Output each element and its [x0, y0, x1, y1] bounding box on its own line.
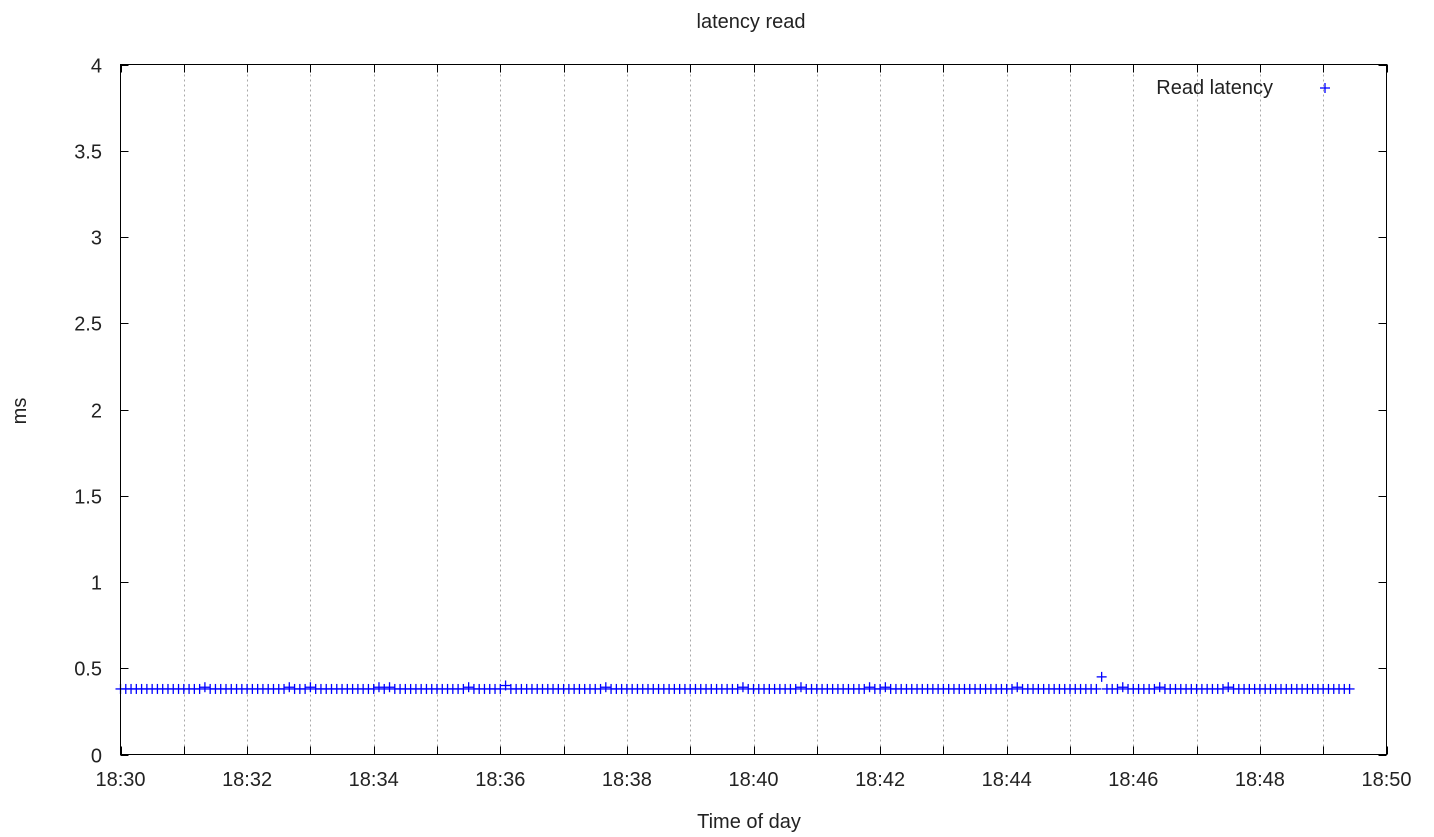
data-point	[790, 683, 801, 694]
data-point	[1006, 683, 1017, 694]
x-tick-label: 18:48	[1235, 769, 1285, 791]
y-tick-label: 1	[91, 573, 102, 595]
data-point	[1154, 682, 1165, 693]
y-tick-label: 4	[91, 56, 102, 78]
data-point	[284, 682, 295, 693]
data-point	[1217, 683, 1228, 694]
data-point	[1117, 682, 1128, 693]
data-point	[463, 682, 474, 693]
data-point	[595, 683, 606, 694]
data-point	[795, 682, 806, 693]
x-tick-label: 18:34	[349, 769, 399, 791]
data-point	[279, 683, 290, 694]
x-tick-labels: 18:30 18:32 18:34 18:36 18:38 18:40 18:42 18:44…	[95, 769, 1411, 791]
data-point	[384, 682, 395, 693]
y-tick-label: 3	[91, 228, 102, 250]
x-tick-label: 18:46	[1108, 769, 1158, 791]
data-point	[880, 682, 891, 693]
x-tick-label: 18:38	[602, 769, 652, 791]
x-tick-label: 18:36	[475, 769, 525, 791]
x-tick-label: 18:32	[222, 769, 272, 791]
legend-label-read-latency: Read latency	[1156, 77, 1273, 99]
axis-ticks	[120, 64, 1388, 756]
data-point	[300, 683, 311, 694]
data-point	[1344, 683, 1355, 694]
data-point	[737, 682, 748, 693]
data-point	[1096, 671, 1107, 682]
data-point	[1012, 682, 1023, 693]
data-point	[458, 683, 469, 694]
data-point	[1223, 682, 1234, 693]
data-point	[875, 683, 886, 694]
y-tick-label: 1.5	[74, 487, 102, 509]
data-point	[1149, 683, 1160, 694]
y-tick-label: 2	[91, 401, 102, 423]
x-tick-label: 18:30	[95, 769, 145, 791]
legend: Read latency	[1156, 77, 1330, 99]
x-tick-label: 18:40	[728, 769, 778, 791]
data-point	[859, 683, 870, 694]
data-point	[305, 682, 316, 693]
data-point	[600, 682, 611, 693]
y-tick-label: 3.5	[74, 142, 102, 164]
grid-lines	[184, 64, 1324, 755]
data-point	[368, 683, 379, 694]
data-point	[1112, 683, 1123, 694]
y-tick-labels: 0 0.5 1 1.5 2 2.5 3 3.5 4	[74, 56, 102, 768]
x-axis-label: Time of day	[697, 811, 801, 833]
y-tick-label: 0	[91, 746, 102, 768]
y-tick-label: 2.5	[74, 314, 102, 336]
data-point	[864, 682, 875, 693]
legend-marker-plus	[1320, 83, 1330, 93]
y-axis-label: ms	[9, 398, 31, 425]
plot-frame	[120, 64, 1387, 755]
series-read-latency	[115, 671, 1355, 694]
x-tick-label: 18:50	[1361, 769, 1411, 791]
data-point	[379, 683, 390, 694]
data-point	[373, 682, 384, 693]
data-point	[199, 682, 210, 693]
y-tick-label: 0.5	[74, 659, 102, 681]
chart-title: latency read	[697, 11, 806, 33]
data-point	[1091, 683, 1102, 694]
data-point	[732, 683, 743, 694]
data-point	[495, 683, 506, 694]
x-tick-label: 18:42	[855, 769, 905, 791]
x-tick-label: 18:44	[982, 769, 1032, 791]
data-point	[500, 680, 511, 691]
data-point	[194, 683, 205, 694]
